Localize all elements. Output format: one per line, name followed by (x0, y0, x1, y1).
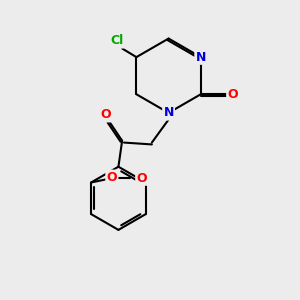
Text: Cl: Cl (110, 34, 124, 47)
Text: N: N (196, 51, 206, 64)
Text: N: N (164, 106, 174, 119)
Text: O: O (227, 88, 238, 101)
Text: O: O (106, 171, 117, 184)
Text: O: O (136, 172, 147, 184)
Text: O: O (101, 108, 112, 121)
